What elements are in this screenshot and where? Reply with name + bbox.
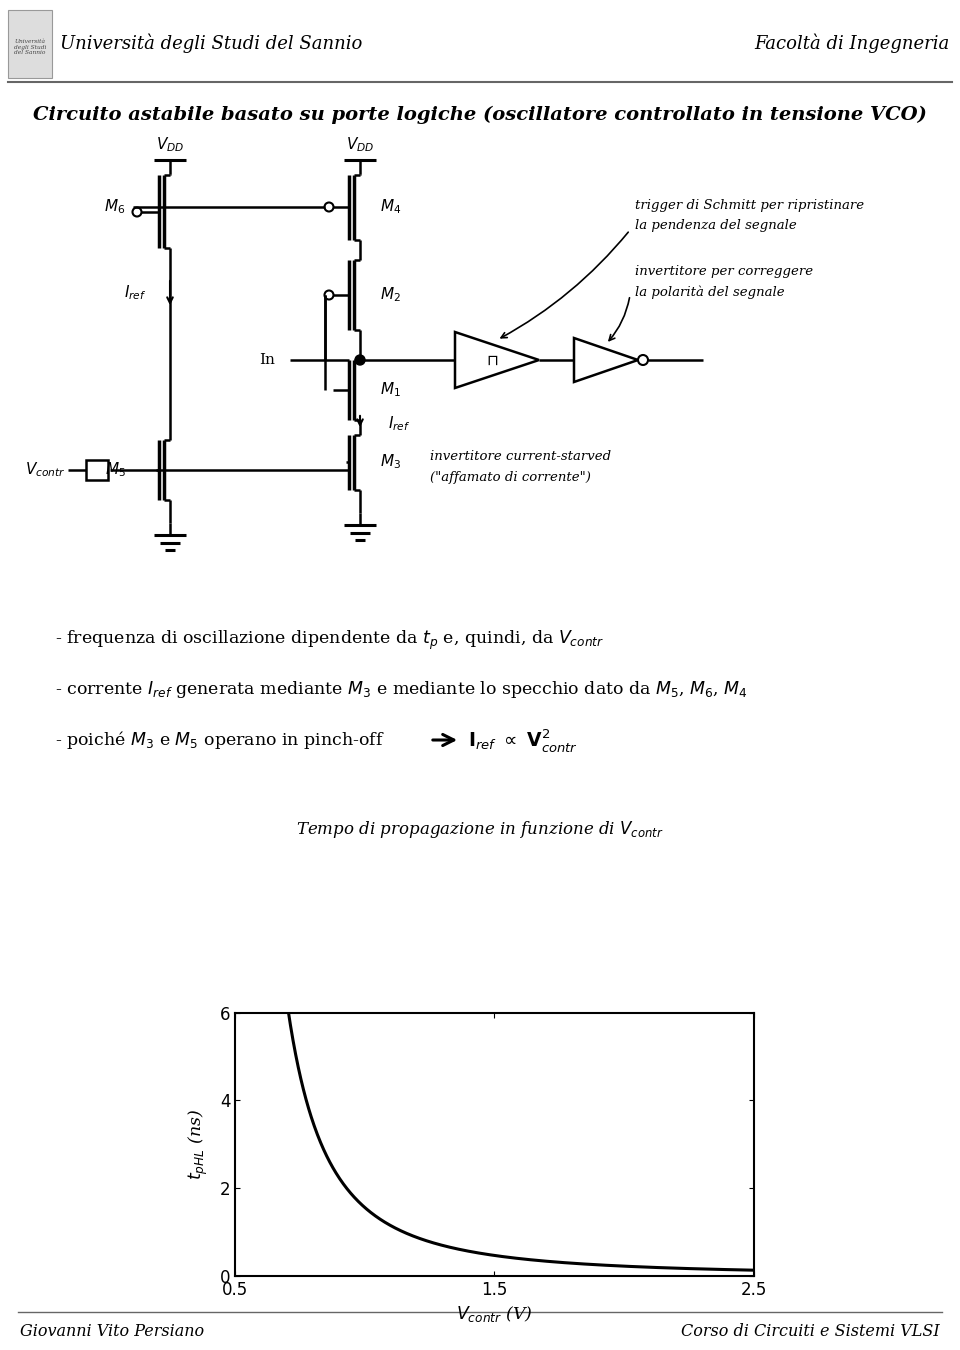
Text: $I_{ref}$: $I_{ref}$ <box>388 414 411 433</box>
Text: Giovanni Vito Persiano: Giovanni Vito Persiano <box>20 1323 204 1341</box>
Text: $V_{contr}$: $V_{contr}$ <box>25 460 66 479</box>
Text: $V_{DD}$: $V_{DD}$ <box>156 135 184 154</box>
Text: $t_{pHL}$ (ns): $t_{pHL}$ (ns) <box>187 1108 210 1180</box>
Text: In: In <box>259 352 275 367</box>
Text: - frequenza di oscillazione dipendente da $t_p$ e, quindi, da $V_{contr}$: - frequenza di oscillazione dipendente d… <box>55 628 604 652</box>
Text: $M_4$: $M_4$ <box>380 197 401 216</box>
Text: la pendenza del segnale: la pendenza del segnale <box>635 219 797 231</box>
Bar <box>86 460 108 481</box>
Text: Facoltà di Ingegneria: Facoltà di Ingegneria <box>755 34 950 53</box>
Text: $\sqcap$: $\sqcap$ <box>486 352 498 367</box>
Circle shape <box>355 355 365 364</box>
Text: ("affamato di corrente"): ("affamato di corrente") <box>430 471 590 483</box>
Text: $M_5$: $M_5$ <box>105 460 126 479</box>
Bar <box>8 9 52 78</box>
Text: $M_6$: $M_6$ <box>105 197 126 216</box>
Text: $M_3$: $M_3$ <box>380 452 401 471</box>
Text: invertitore per correggere: invertitore per correggere <box>635 266 813 278</box>
Text: Corso di Circuiti e Sistemi VLSI: Corso di Circuiti e Sistemi VLSI <box>682 1323 940 1341</box>
Text: invertitore current-starved: invertitore current-starved <box>430 451 612 463</box>
Text: $M_1$: $M_1$ <box>380 381 401 400</box>
Text: Circuito astabile basato su porte logiche (oscillatore controllato in tensione V: Circuito astabile basato su porte logich… <box>33 105 927 124</box>
Text: Tempo di propagazione in funzione di $V_{contr}$: Tempo di propagazione in funzione di $V_… <box>296 819 664 841</box>
Text: - poiché $M_3$ e $M_5$ operano in pinch-off: - poiché $M_3$ e $M_5$ operano in pinch-… <box>55 729 385 751</box>
Text: $M_2$: $M_2$ <box>380 286 401 304</box>
Text: Università degli Studi del Sannio: Università degli Studi del Sannio <box>60 34 362 53</box>
Text: - corrente $I_{ref}$ generata mediante $M_3$ e mediante lo specchio dato da $M_5: - corrente $I_{ref}$ generata mediante $… <box>55 679 748 701</box>
Text: $I_{ref}$: $I_{ref}$ <box>124 284 146 302</box>
Text: Università
degli Studi
del Sannio: Università degli Studi del Sannio <box>13 39 46 55</box>
Text: $\mathbf{I}_{ref}$ $\propto$ $\mathbf{V}^2_{contr}$: $\mathbf{I}_{ref}$ $\propto$ $\mathbf{V}… <box>468 726 578 753</box>
Text: trigger di Schmitt per ripristinare: trigger di Schmitt per ripristinare <box>635 198 864 212</box>
Text: $V_{contr}$ (V): $V_{contr}$ (V) <box>456 1304 533 1323</box>
Text: $V_{DD}$: $V_{DD}$ <box>346 135 374 154</box>
Text: la polarità del segnale: la polarità del segnale <box>635 285 784 298</box>
